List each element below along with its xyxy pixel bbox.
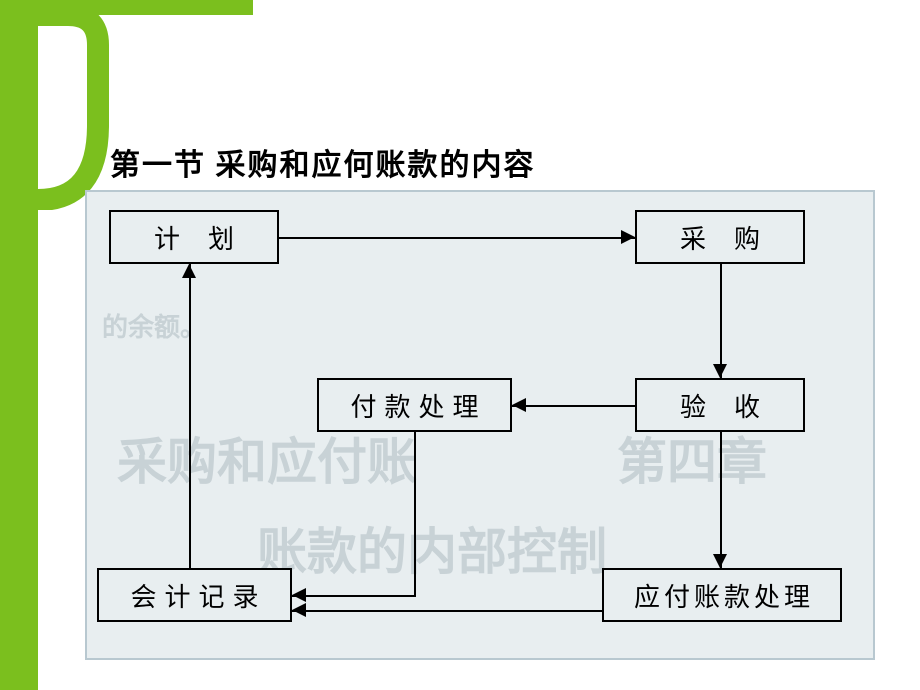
arrow-head [621,230,635,244]
node-record: 会计记录 [97,568,292,622]
arrow-head [182,264,196,278]
slide-accent-curve [38,15,113,210]
ghost-text: 第四章 [617,422,767,494]
node-plan: 计划 [109,210,279,264]
edge-purchase-inspect [720,264,722,378]
edge-payment-record-v [414,432,416,595]
page-title: 第一节 采购和应何账款的内容 [110,140,536,184]
edge-payable-record [292,610,602,612]
node-payable: 应付账款处理 [602,568,842,622]
edge-inspect-payment [512,405,635,407]
flowchart-frame: 的余额。 第四章 采购和应付账 账款的内部控制 计划采购验收付款处理应付账款处理… [85,190,875,660]
arrow-head [292,588,306,602]
edge-plan-purchase [279,237,635,239]
slide-accent-vertical [0,0,38,690]
arrow-head [292,603,306,617]
node-inspect: 验收 [635,378,805,432]
node-payment: 付款处理 [317,378,512,432]
arrow-head [713,364,727,378]
edge-inspect-payable [720,432,722,568]
ghost-text: 采购和应付账 [117,422,417,494]
edge-record-plan [189,264,191,568]
node-purchase: 采购 [635,210,805,264]
edge-payment-record-h [292,595,416,597]
ghost-text: 账款的内部控制 [257,512,607,584]
arrow-head [512,398,526,412]
arrow-head [713,554,727,568]
slide-accent-horizontal [38,0,253,15]
